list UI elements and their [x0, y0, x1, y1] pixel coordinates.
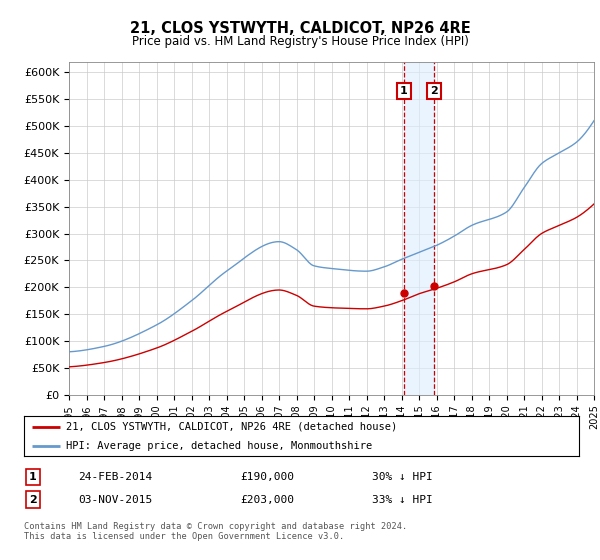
Text: 30% ↓ HPI: 30% ↓ HPI: [372, 472, 433, 482]
Text: 2: 2: [430, 86, 437, 96]
Text: HPI: Average price, detached house, Monmouthshire: HPI: Average price, detached house, Monm…: [65, 441, 372, 451]
Bar: [404, 62, 434, 395]
Text: 24-FEB-2014: 24-FEB-2014: [78, 472, 152, 482]
Text: Contains HM Land Registry data © Crown copyright and database right 2024.
This d: Contains HM Land Registry data © Crown c…: [24, 522, 407, 542]
Text: 21, CLOS YSTWYTH, CALDICOT, NP26 4RE: 21, CLOS YSTWYTH, CALDICOT, NP26 4RE: [130, 21, 470, 36]
Text: 21, CLOS YSTWYTH, CALDICOT, NP26 4RE (detached house): 21, CLOS YSTWYTH, CALDICOT, NP26 4RE (de…: [65, 422, 397, 432]
Text: 33% ↓ HPI: 33% ↓ HPI: [372, 494, 433, 505]
Text: 2: 2: [29, 494, 37, 505]
Text: 1: 1: [400, 86, 408, 96]
Text: Price paid vs. HM Land Registry's House Price Index (HPI): Price paid vs. HM Land Registry's House …: [131, 35, 469, 48]
Text: 03-NOV-2015: 03-NOV-2015: [78, 494, 152, 505]
Text: 1: 1: [29, 472, 37, 482]
Text: £190,000: £190,000: [240, 472, 294, 482]
Text: £203,000: £203,000: [240, 494, 294, 505]
